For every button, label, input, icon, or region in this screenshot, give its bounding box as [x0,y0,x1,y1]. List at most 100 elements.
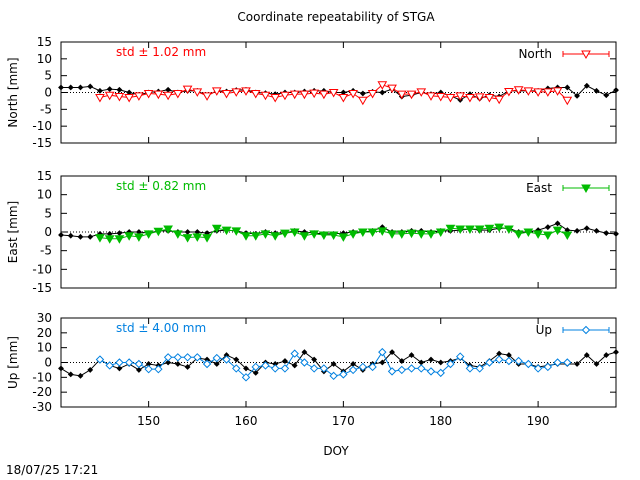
up-reference-line [60,351,617,377]
east-data-point [250,232,261,241]
north-legend-label: North [518,47,552,61]
east-data-point [241,232,251,241]
north-data-point [552,87,563,96]
x-tick-label: 160 [235,414,258,428]
figure-title: Coordinate repeatability of STGA [237,10,435,24]
north-data-point [221,90,232,99]
north-y-tick-label: 10 [37,52,52,66]
north-data-point [328,89,339,98]
east-y-tick-label: -15 [32,281,52,295]
east-data-point [435,228,446,238]
up-data-point [524,359,533,369]
up-data-point [319,364,329,373]
x-tick-label: 150 [137,414,160,428]
north-data-point [299,90,310,100]
up-std-label: std ± 4.00 mm [116,321,206,335]
east-data-point [289,228,300,238]
up-data-point [154,364,163,374]
north-y-tick-label: -5 [40,102,52,116]
north-y-tick-label: -15 [32,136,52,150]
timestamp: 18/07/25 17:21 [6,463,98,477]
up-data-point [280,364,290,373]
east-data-point [455,225,466,235]
up-data-point [271,364,280,373]
east-reference-point [544,224,551,231]
up-y-tick-label: 0 [44,356,52,370]
up-reference-point [243,365,249,372]
north-data-point [455,92,466,101]
up-reference-point [174,361,181,367]
up-data-point [426,367,436,376]
east-y-axis-label: East [mm] [6,201,20,263]
east-y-tick-label: 5 [44,206,52,220]
east-data-point [416,230,427,239]
up-data-point [553,358,562,367]
north-data-point [357,96,368,106]
panel-north: 15 10 5 0 -5 -10 -15 North [mm] std ± 1.02 mm Nor… [6,35,619,150]
up-y-tick-label: 30 [37,311,52,325]
up-data-point [144,364,153,374]
chart-panels: 15 10 5 0 -5 -10 -15 North [mm] std ± 1.02 mm Nor… [6,35,619,428]
north-data-point [280,91,290,101]
east-data-point [114,235,125,244]
up-data-point [124,358,134,367]
east-data-point [367,228,378,238]
north-reference-point [574,92,580,99]
up-legend-marker [581,325,591,335]
north-reference-point [97,87,103,94]
north-data-point [348,90,358,99]
north-y-tick-label: 15 [37,35,52,49]
east-data-point [562,231,573,240]
north-data-point [250,90,261,99]
east-reference-point [603,230,610,237]
east-data-point [280,229,290,239]
east-data-point [387,230,397,239]
north-data-point [494,95,505,105]
east-reference-point [613,230,619,237]
up-y-tick-label: 10 [37,341,52,355]
east-data-point [552,226,563,236]
up-data-point [329,371,338,381]
up-data-point [543,362,553,372]
up-data-point [202,359,212,369]
up-reference-point [184,364,191,370]
up-reference-point [165,359,172,366]
up-data-point [465,364,475,373]
north-data-point [474,93,485,102]
up-data-point [261,361,270,370]
up-data-point [173,353,183,362]
x-axis-label: DOY [323,444,349,458]
east-data-point [163,225,173,235]
up-data-point [368,362,377,372]
east-reference-line [60,222,617,238]
east-reference-point [87,233,94,240]
up-reference-point [437,359,444,366]
up-reference-point [116,365,123,372]
up-data-point [290,349,299,358]
up-data-point [456,352,465,361]
east-data-point [504,225,514,235]
north-y-tick-label: 0 [44,86,52,100]
up-data-point [514,356,523,366]
up-reference-point [330,361,337,367]
north-reference-point [379,89,386,96]
north-data-point [387,84,397,94]
up-reference-point [301,349,308,356]
east-data-point [474,225,485,235]
up-data-point [309,364,319,373]
east-y-tick-label: -5 [40,244,52,258]
north-data-point [153,90,164,100]
up-y-tick-label: -30 [32,400,52,414]
north-data-point [202,92,212,101]
east-data-point [309,230,320,239]
up-reference-point [291,362,298,369]
north-std-label: std ± 1.02 mm [116,45,206,59]
up-reference-point [574,361,580,367]
east-data-point [319,231,329,240]
east-reference-point [77,233,84,240]
east-y-tick-label: 15 [37,169,52,183]
east-data-point [231,227,242,236]
up-reference-point [428,356,434,363]
east-data-point [328,231,339,240]
